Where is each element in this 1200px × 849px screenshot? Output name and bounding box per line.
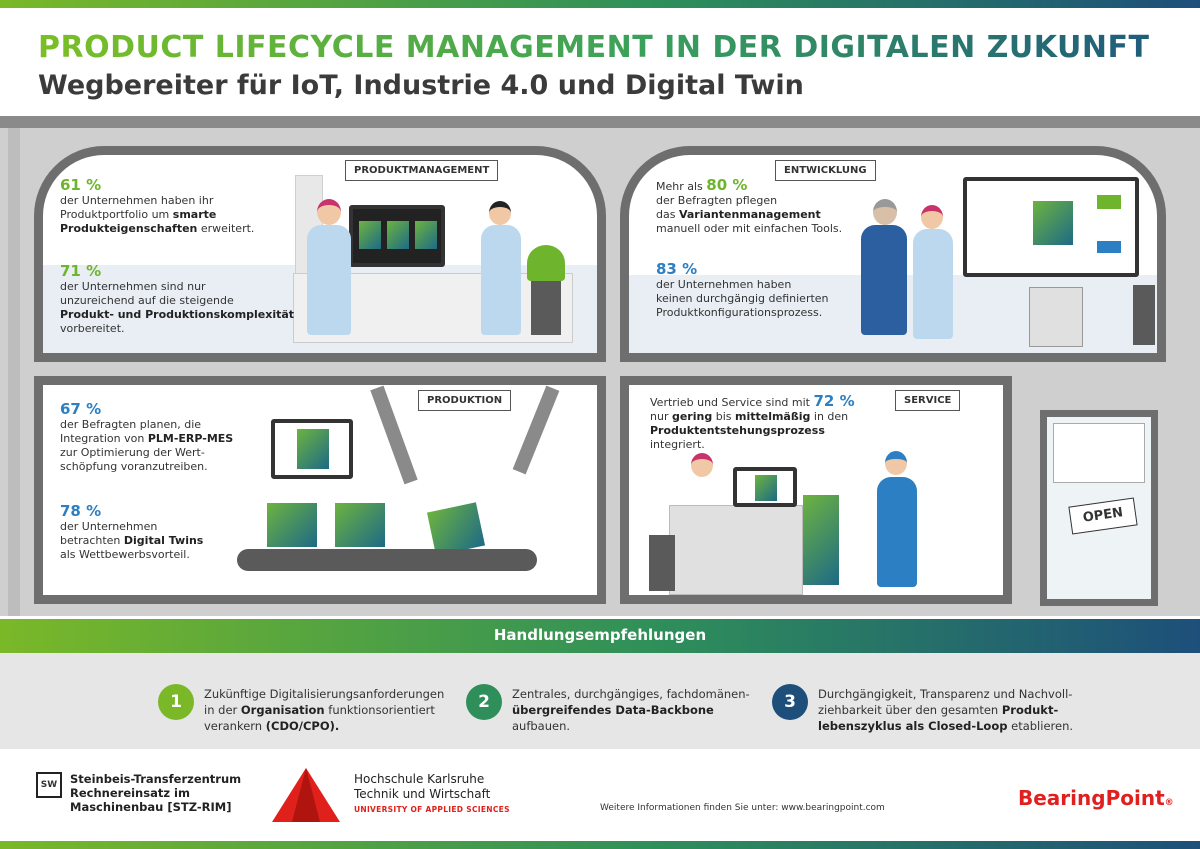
stat-text: der Unternehmen haben keinen durchgängig… [656,278,829,319]
service-counter [669,505,803,595]
developer-woman [921,205,943,229]
room-tag-entwicklung: ENTWICKLUNG [775,160,876,181]
app-tile [297,429,329,469]
developer-man [873,199,897,225]
room-tag-service: SERVICE [895,390,961,411]
large-display [963,177,1139,277]
app-tile [415,221,437,249]
bottom-gradient-bar [0,841,1200,849]
recommendations-title: Handlungsempfehlungen [493,626,707,644]
building-pillar [8,128,20,616]
stat-percent: 61 % [60,176,102,194]
steinbeis-logo: SW [36,772,62,798]
stat-block-72: Vertrieb und Service sind mit 72 % nur g… [650,394,880,452]
bar-icon [1097,195,1121,209]
monitor [271,419,353,479]
stat-text: Mehr als 80 % der Befragten pflegen das … [656,176,843,236]
product-box [267,503,317,547]
recommendations-band [0,653,1200,749]
room-entwicklung [620,146,1166,362]
robot-arm [370,385,418,485]
steinbeis-name: Steinbeis-Transferzentrum Rechnereinsatz… [70,772,242,814]
room-produktmanagement [34,146,606,362]
page-subtitle: Wegbereiter für IoT, Industrie 4.0 und D… [38,70,804,101]
product-box [335,503,385,547]
stat-text: der Unternehmen sind nur unzureichend au… [60,280,295,335]
door-window [1053,423,1145,483]
lab-coat [913,229,953,339]
monitor [733,467,797,507]
scientist-man [489,201,511,225]
technician-body [877,477,917,587]
app-tile [387,221,409,249]
stat-block-61: 61 % der Unternehmen haben ihr Produktpo… [60,176,300,236]
rec-text-3: Durchgängigkeit, Transparenz und Nachvol… [818,687,1074,733]
hochschule-logo [272,768,340,822]
more-info-link[interactable]: Weitere Informationen finden Sie unter: … [600,803,885,813]
robot-arm [512,385,560,475]
plant-leaves [527,245,565,281]
rec-number-1: 1 [158,684,194,720]
top-gradient-bar [0,0,1200,8]
rec-text-2: Zentrales, durchgängiges, fachdomänen- ü… [512,687,750,733]
stat-percent: 78 % [60,502,102,520]
building-roof-strip [0,116,1200,128]
stat-block-78: 78 % der Unternehmen betrachten Digital … [60,502,280,562]
technician [885,451,907,475]
stat-text: Vertrieb und Service sind mit 72 % nur g… [650,392,855,452]
room-service [620,376,1012,604]
product-stack [803,495,839,585]
stat-percent: 71 % [60,262,102,280]
app-tile [1033,201,1073,245]
app-tile [755,475,777,501]
rec-number-3: 3 [772,684,808,720]
app-tile [359,221,381,249]
scientist-woman [317,199,341,225]
stat-block-80: Mehr als 80 % der Befragten pflegen das … [656,178,876,236]
bar-icon [1097,241,1121,253]
conveyor-belt [237,549,537,571]
jacket [861,225,907,335]
rec-text-1: Zukünftige Digitalisierungsanforderungen… [204,687,445,733]
stat-block-83: 83 % der Unternehmen haben keinen durchg… [656,260,876,320]
rec-number-2: 2 [466,684,502,720]
plant-pot [531,275,561,335]
service-agent [691,453,713,477]
stat-text: der Befragten planen, die Integration vo… [60,418,234,473]
room-produktion [34,376,606,604]
plant-pot [649,535,675,591]
room-tag-produktion: PRODUKTION [418,390,512,411]
room-tag-produktmanagement: PRODUKTMANAGEMENT [345,160,499,181]
recommendations-bar [0,619,1200,653]
page-title: PRODUCT LIFECYCLE MANAGEMENT IN DER DIGI… [38,30,1150,65]
stat-percent: 83 % [656,260,698,278]
lab-coat [307,225,351,335]
stat-text: der Unternehmen betrachten Digital Twins… [60,520,204,561]
lab-coat [481,225,521,335]
monitor [349,205,445,267]
hochschule-name: Hochschule Karlsruhe Technik und Wirtsch… [354,772,510,814]
stat-percent: 67 % [60,400,102,418]
plant-pot [1133,285,1155,345]
product-box [426,502,486,556]
stat-text: der Unternehmen haben ihr Produktportfol… [60,194,255,235]
stat-block-67: 67 % der Befragten planen, die Integrati… [60,400,280,474]
server-rack [1029,287,1083,347]
stat-block-71: 71 % der Unternehmen sind nur unzureiche… [60,262,300,336]
bearingpoint-logo: BearingPoint® [1018,786,1174,810]
